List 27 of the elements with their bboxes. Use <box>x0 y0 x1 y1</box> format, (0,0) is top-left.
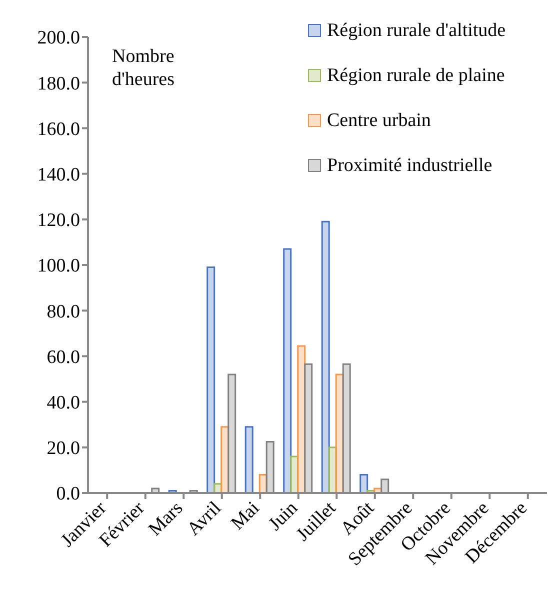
bar <box>266 440 274 493</box>
y-tick-label: 180.0 <box>37 73 80 94</box>
bar <box>321 220 330 493</box>
x-tick-label: Mai <box>227 498 264 534</box>
y-axis-title: Nombre d'heures <box>112 46 175 90</box>
legend-label: Région rurale d'altitude <box>326 18 507 42</box>
y-tick-label: 200.0 <box>37 28 80 49</box>
bar <box>360 474 368 493</box>
y-tick-label: 160.0 <box>37 118 80 140</box>
y-tick-label: 120.0 <box>37 210 80 232</box>
bar <box>304 363 313 493</box>
y-tick-label: 0.0 <box>56 484 80 505</box>
bar <box>342 363 351 493</box>
bar <box>283 248 292 493</box>
bar <box>206 266 216 493</box>
bar <box>380 478 390 493</box>
legend-label: Région rurale de plaine <box>326 64 506 88</box>
y-tick-label: 140.0 <box>37 164 80 186</box>
y-tick-label: 60.0 <box>46 346 80 368</box>
y-tick-label: 100.0 <box>37 256 80 277</box>
legend-label: Proximité industrielle <box>326 154 494 178</box>
bar <box>244 426 254 493</box>
y-tick-label: 40.0 <box>46 392 80 414</box>
legend-label: Centre urbain <box>326 108 432 132</box>
y-tick-label: 80.0 <box>46 301 80 322</box>
bar <box>228 374 236 493</box>
y-tick-label: 20.0 <box>46 438 80 460</box>
